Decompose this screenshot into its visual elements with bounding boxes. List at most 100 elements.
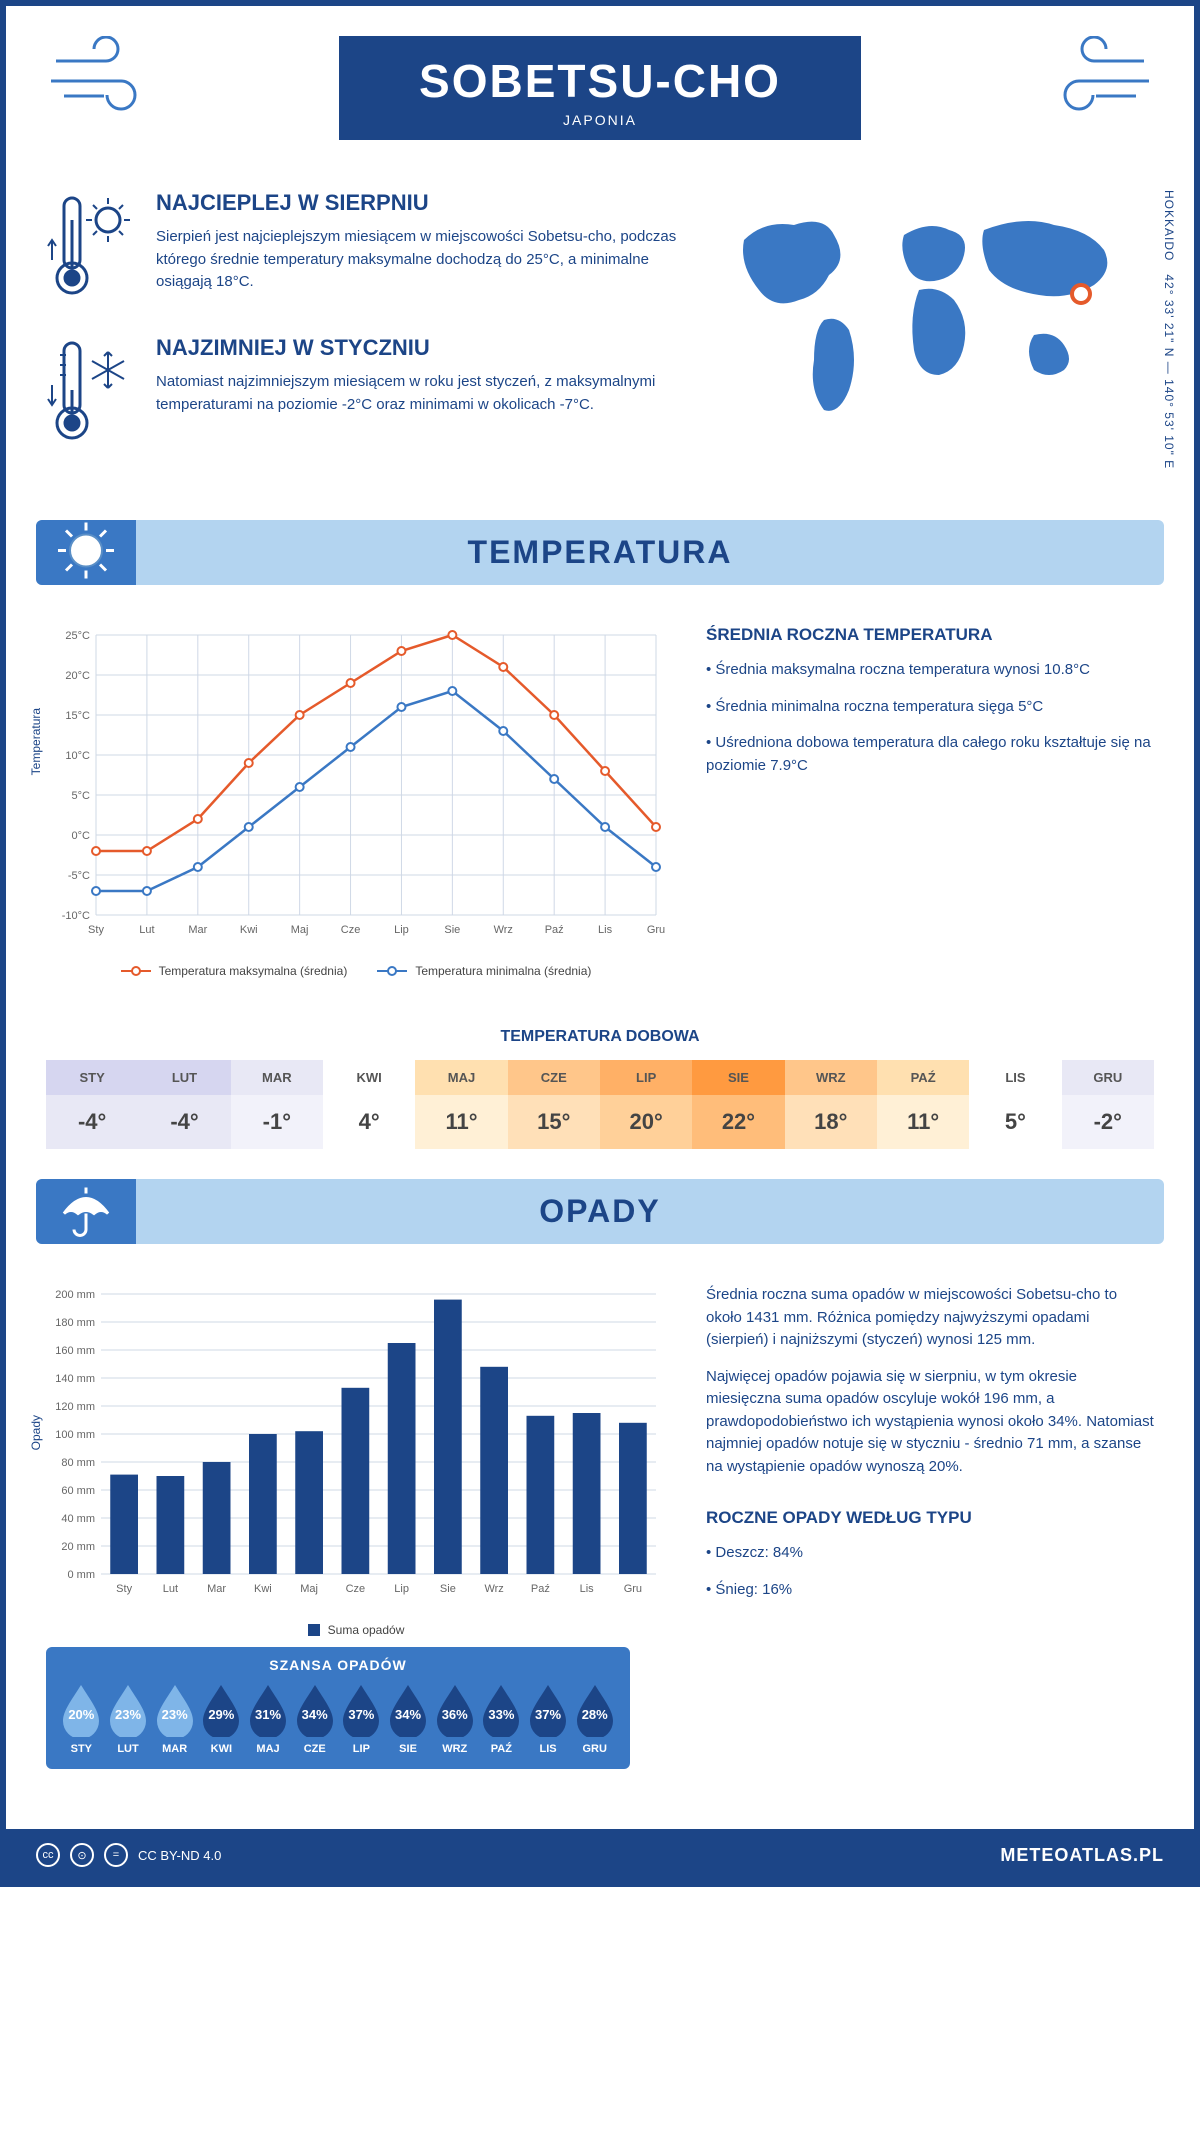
chance-drop: 37% LIP [338, 1683, 385, 1755]
daily-cell: KWI 4° [323, 1060, 415, 1149]
svg-text:Paź: Paź [531, 1583, 550, 1595]
svg-text:10°C: 10°C [65, 750, 90, 762]
svg-text:Lis: Lis [580, 1583, 595, 1595]
svg-text:Cze: Cze [346, 1583, 366, 1595]
svg-text:-5°C: -5°C [68, 870, 90, 882]
precip-header: OPADY [36, 1179, 1164, 1244]
svg-text:0 mm: 0 mm [68, 1569, 96, 1581]
coordinates: HOKKAIDO 42° 33' 21" N — 140° 53' 10" E [1162, 190, 1176, 469]
wind-icon [1044, 36, 1154, 121]
coldest-title: NAJZIMNIEJ W STYCZNIU [156, 335, 684, 361]
daily-cell: GRU -2° [1062, 1060, 1154, 1149]
svg-text:Paź: Paź [545, 924, 564, 936]
daily-temp-table: STY -4° LUT -4° MAR -1° KWI 4° MAJ 11° C… [46, 1060, 1154, 1149]
wind-icon [46, 36, 156, 121]
chance-drop: 28% GRU [571, 1683, 618, 1755]
title-banner: SOBETSU-CHO JAPONIA [339, 36, 861, 140]
svg-text:Maj: Maj [300, 1583, 318, 1595]
cc-icon: cc [36, 1843, 60, 1867]
svg-text:Lut: Lut [163, 1583, 178, 1595]
footer: cc ⊙ = CC BY-ND 4.0 METEOATLAS.PL [6, 1829, 1194, 1881]
legend-min: #lg-min::before{border-color:#3a78c4}Tem… [377, 964, 591, 978]
umbrella-icon [56, 1179, 116, 1244]
daily-cell: SIE 22° [692, 1060, 784, 1149]
svg-text:Lis: Lis [598, 924, 613, 936]
warmest-text: Sierpień jest najcieplejszym miesiącem w… [156, 226, 684, 294]
svg-text:Maj: Maj [291, 924, 309, 936]
precip-chart: Opady 0 mm20 mm40 mm60 mm80 mm100 mm120 … [46, 1284, 666, 1637]
svg-text:0°C: 0°C [72, 830, 91, 842]
coldest-block: NAJZIMNIEJ W STYCZNIU Natomiast najzimni… [46, 335, 684, 450]
daily-cell: LIS 5° [969, 1060, 1061, 1149]
svg-text:Sie: Sie [444, 924, 460, 936]
svg-text:-10°C: -10°C [62, 910, 90, 922]
daily-cell: PAŹ 11° [877, 1060, 969, 1149]
chance-drop: 29% KWI [198, 1683, 245, 1755]
chance-drop: 23% MAR [151, 1683, 198, 1755]
daily-cell: LIP 20° [600, 1060, 692, 1149]
site-name: METEOATLAS.PL [1000, 1845, 1164, 1866]
svg-text:120 mm: 120 mm [55, 1401, 95, 1413]
section-title: TEMPERATURA [36, 534, 1164, 571]
svg-text:40 mm: 40 mm [61, 1513, 95, 1525]
svg-text:200 mm: 200 mm [55, 1289, 95, 1301]
chance-drop: 23% LUT [105, 1683, 152, 1755]
svg-text:Wrz: Wrz [494, 924, 513, 936]
license-text: CC BY-ND 4.0 [138, 1848, 221, 1863]
city-name: SOBETSU-CHO [419, 54, 781, 108]
chance-drop: 34% SIE [385, 1683, 432, 1755]
chance-drop: 20% STY [58, 1683, 105, 1755]
precip-text: Średnia roczna suma opadów w miejscowośc… [706, 1284, 1154, 1769]
chance-drop: 34% CZE [291, 1683, 338, 1755]
precip-chance: SZANSA OPADÓW 20% STY 23% LUT 23% MA [46, 1647, 630, 1769]
svg-text:Cze: Cze [341, 924, 361, 936]
svg-text:20°C: 20°C [65, 670, 90, 682]
daily-cell: STY -4° [46, 1060, 138, 1149]
daily-cell: CZE 15° [508, 1060, 600, 1149]
temperature-header: TEMPERATURA [36, 520, 1164, 585]
svg-text:Lip: Lip [394, 924, 409, 936]
country-name: JAPONIA [419, 112, 781, 128]
daily-cell: LUT -4° [138, 1060, 230, 1149]
chance-drop: 36% WRZ [431, 1683, 478, 1755]
temp-stats: ŚREDNIA ROCZNA TEMPERATURA • Średnia mak… [706, 625, 1154, 978]
svg-text:Mar: Mar [188, 924, 207, 936]
svg-text:140 mm: 140 mm [55, 1373, 95, 1385]
daily-title: TEMPERATURA DOBOWA [6, 1028, 1194, 1046]
legend-max: #lg-max::before{border-color:#e55a2b}Tem… [121, 964, 348, 978]
svg-text:Gru: Gru [647, 924, 665, 936]
warmest-block: NAJCIEPLEJ W SIERPNIU Sierpień jest najc… [46, 190, 684, 305]
chance-drop: 33% PAŹ [478, 1683, 525, 1755]
svg-text:100 mm: 100 mm [55, 1429, 95, 1441]
world-map: HOKKAIDO 42° 33' 21" N — 140° 53' 10" E [714, 190, 1154, 480]
svg-text:Gru: Gru [624, 1583, 642, 1595]
svg-text:180 mm: 180 mm [55, 1317, 95, 1329]
daily-cell: WRZ 18° [785, 1060, 877, 1149]
warmest-title: NAJCIEPLEJ W SIERPNIU [156, 190, 684, 216]
svg-text:25°C: 25°C [65, 630, 90, 642]
svg-text:Kwi: Kwi [254, 1583, 272, 1595]
svg-text:Mar: Mar [207, 1583, 226, 1595]
header: SOBETSU-CHO JAPONIA [6, 6, 1194, 160]
svg-text:5°C: 5°C [72, 790, 91, 802]
coldest-text: Natomiast najzimniejszym miesiącem w rok… [156, 371, 684, 416]
by-icon: ⊙ [70, 1843, 94, 1867]
svg-text:Sie: Sie [440, 1583, 456, 1595]
svg-text:160 mm: 160 mm [55, 1345, 95, 1357]
thermometer-snow-icon [46, 335, 136, 450]
thermometer-sun-icon [46, 190, 136, 305]
svg-text:Sty: Sty [116, 1583, 132, 1595]
svg-text:Wrz: Wrz [484, 1583, 503, 1595]
chance-drop: 37% LIS [525, 1683, 572, 1755]
daily-cell: MAR -1° [231, 1060, 323, 1149]
legend-sum: Suma opadów [308, 1623, 405, 1637]
daily-cell: MAJ 11° [415, 1060, 507, 1149]
svg-text:Sty: Sty [88, 924, 104, 936]
svg-text:Lut: Lut [139, 924, 154, 936]
chance-drop: 31% MAJ [245, 1683, 292, 1755]
svg-text:Lip: Lip [394, 1583, 409, 1595]
svg-text:80 mm: 80 mm [61, 1457, 95, 1469]
svg-text:60 mm: 60 mm [61, 1485, 95, 1497]
nd-icon: = [104, 1843, 128, 1867]
temperature-chart: Temperatura -10°C-5°C0°C5°C10°C15°C20°C2… [46, 625, 666, 978]
